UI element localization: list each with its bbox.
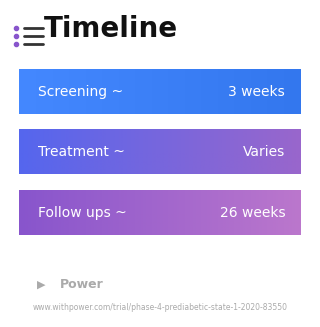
Text: www.withpower.com/trial/phase-4-prediabetic-state-1-2020-83550: www.withpower.com/trial/phase-4-prediabe… bbox=[33, 303, 287, 312]
Text: Screening ~: Screening ~ bbox=[38, 85, 123, 98]
Text: ▶: ▶ bbox=[37, 280, 45, 289]
Text: 26 weeks: 26 weeks bbox=[220, 206, 285, 219]
Text: Timeline: Timeline bbox=[44, 15, 178, 43]
Text: Power: Power bbox=[60, 278, 104, 291]
Text: Follow ups ~: Follow ups ~ bbox=[38, 206, 127, 219]
Text: Treatment ~: Treatment ~ bbox=[38, 145, 125, 159]
Text: 3 weeks: 3 weeks bbox=[228, 85, 285, 98]
Text: Varies: Varies bbox=[243, 145, 285, 159]
